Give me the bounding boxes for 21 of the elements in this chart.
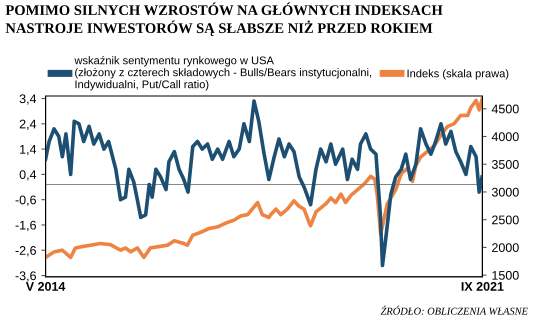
y-tick-label: -1,6	[16, 220, 36, 232]
y-tick-label: 1,4	[20, 145, 36, 156]
chart-title: POMIMO SILNYCH WZROSTÓW NA GŁÓWNYCH INDEKSACH NASTROJE INWESTORÓW SĄ SŁABSZE NIŻ PRZED ROKIEM	[6, 2, 443, 36]
legend-label: Indeks (skala prawa)	[408, 69, 508, 80]
y2-tick-label: 4000	[492, 132, 519, 142]
y2-tick-label: 2000	[492, 243, 519, 252]
y-tick-label: 2,4	[20, 120, 36, 130]
y2-tick-label: 2500	[492, 215, 519, 224]
y2-tick-label: 4500	[492, 104, 519, 114]
legend-label: wskaźnik sentymentu rynkowego w USA (złożony z czterech składowych - Bulls/Bears instytucjonalni, Indywidualni, Put/Call ratio)	[74, 56, 372, 90]
y2-tick-label: 3500	[492, 160, 519, 169]
y-tick-label: -2,6	[16, 246, 36, 256]
y-tick-label: 0,4	[20, 170, 36, 181]
text: ŹRÓDŁO: OBLICZENIA WŁASNE	[380, 306, 528, 315]
y-tick-label: -0,6	[16, 195, 36, 206]
y-tick-label: 3,4	[20, 94, 36, 105]
y2-tick-label: 3000	[492, 188, 519, 197]
y-tick-label: -3,6	[16, 271, 36, 282]
x-tick-label: V 2014	[26, 282, 66, 291]
x-tick-label: IX 2021	[462, 282, 504, 291]
y2-tick-label: 1500	[492, 270, 519, 280]
